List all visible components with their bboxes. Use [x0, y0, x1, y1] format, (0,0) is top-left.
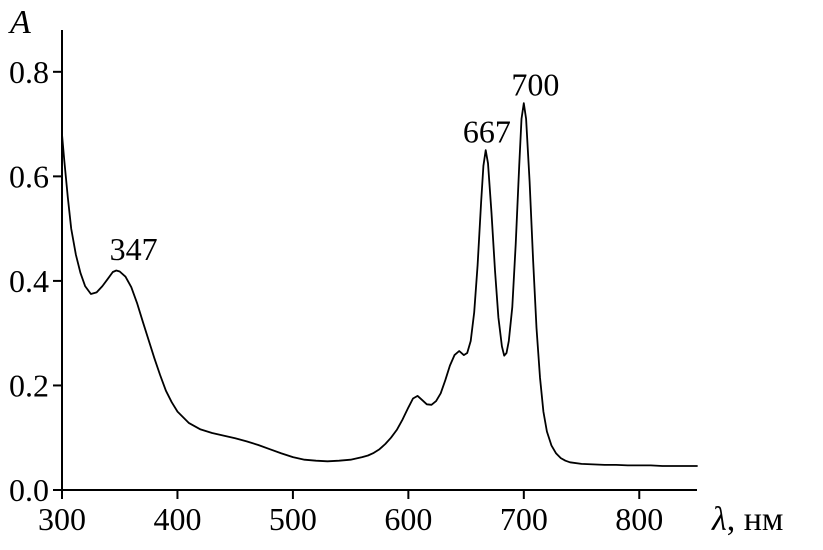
y-tick-label: 0.0 — [9, 472, 49, 508]
x-tick-label: 300 — [38, 501, 86, 537]
y-tick-label: 0.2 — [9, 367, 49, 403]
x-tick-label: 700 — [500, 501, 548, 537]
x-axis-label: λ, нм — [712, 501, 783, 539]
x-axis-label-unit: , нм — [726, 501, 784, 538]
peak-label: 700 — [511, 66, 559, 102]
spectrum-curve — [61, 102, 698, 467]
x-tick-label: 500 — [269, 501, 317, 537]
y-tick-label: 0.6 — [9, 158, 49, 194]
peak-label: 347 — [110, 231, 158, 267]
x-tick-label: 800 — [615, 501, 663, 537]
x-axis-label-symbol: λ — [712, 501, 727, 538]
x-tick-label: 400 — [153, 501, 201, 537]
y-tick-label: 0.4 — [9, 263, 49, 299]
y-tick-label: 0.8 — [9, 54, 49, 90]
peak-label: 667 — [463, 113, 511, 149]
y-axis-label: A — [10, 4, 31, 41]
x-tick-label: 600 — [384, 501, 432, 537]
